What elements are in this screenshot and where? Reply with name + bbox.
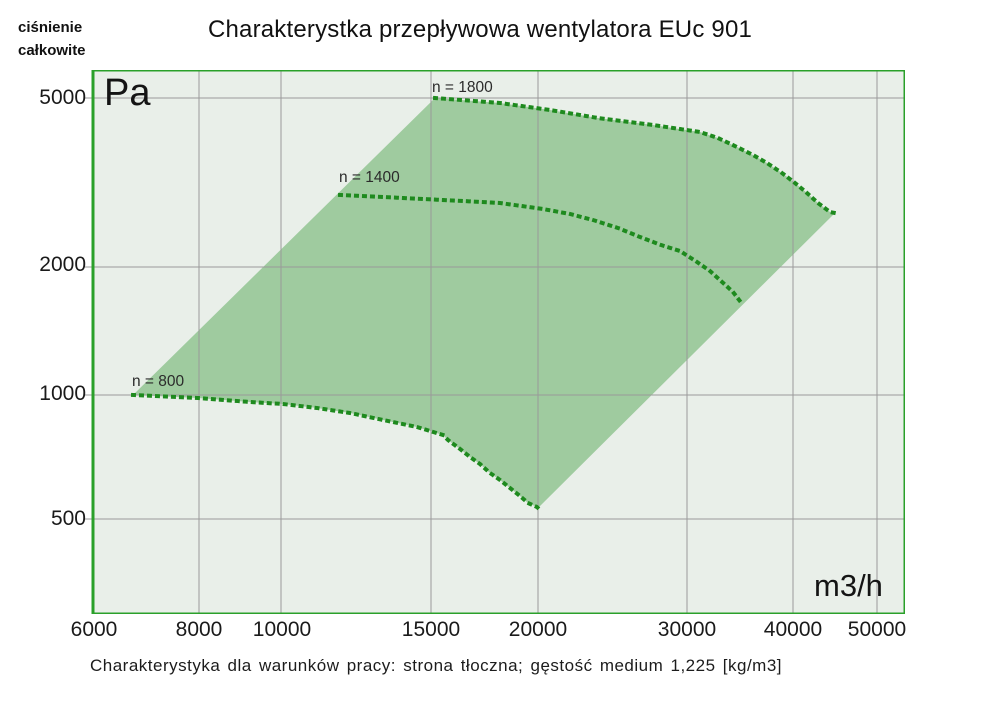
curve-n-1400	[337, 192, 746, 308]
y-axis-title-line2: całkowite	[18, 42, 86, 59]
gridlines	[85, 70, 905, 614]
x-tick-50000: 50000	[847, 618, 907, 641]
curve-n-1800	[432, 95, 838, 216]
y-tick-2000: 2000	[39, 253, 86, 276]
curve-label-n-800: n = 800	[132, 373, 185, 390]
x-tick-20000: 20000	[508, 618, 568, 641]
y-tick-5000: 5000	[39, 86, 86, 109]
x-tick-30000: 30000	[657, 618, 717, 641]
x-unit-label: m3/h	[814, 568, 883, 603]
curve-label-n-1800: n = 1800	[432, 79, 493, 96]
x-tick-6000: 6000	[70, 618, 118, 641]
plot-frame	[91, 70, 905, 614]
y-unit-label: Pa	[104, 72, 151, 114]
y-axis-title-line1: ciśnienie	[18, 19, 83, 36]
x-tick-8000: 8000	[175, 618, 223, 641]
x-tick-15000: 15000	[401, 618, 461, 641]
y-axis-title: ciśnienie całkowite	[18, 16, 86, 62]
footer-caption: Charakterystyka dla warunków pracy: stro…	[90, 656, 783, 675]
plot-area	[85, 70, 905, 614]
curve-n-800	[130, 392, 541, 511]
x-tick-40000: 40000	[763, 618, 823, 641]
curve-label-n-1400: n = 1400	[339, 169, 400, 186]
x-tick-10000: 10000	[252, 618, 312, 641]
y-tick-1000: 1000	[39, 382, 86, 405]
y-tick-500: 500	[50, 507, 86, 530]
page-title: Charakterystka przepływowa wentylatora E…	[207, 16, 753, 43]
